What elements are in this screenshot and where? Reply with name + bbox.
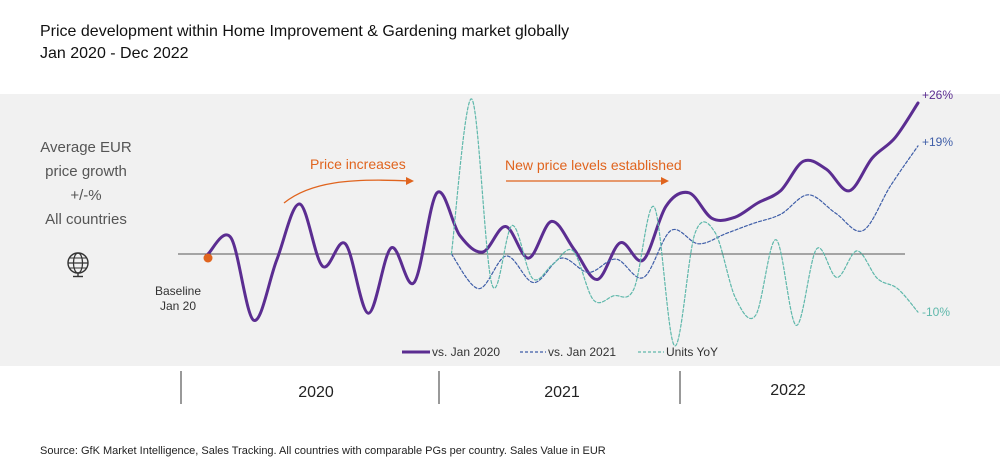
period-label-2021: 2021 (544, 384, 580, 401)
chart-title: Price development within Home Improvemen… (40, 21, 569, 65)
series-line-vs-jan-2021 (450, 145, 919, 290)
series-line-vs-jan-2020 (206, 101, 920, 322)
annotation-new-price-levels: New price levels established (505, 157, 682, 173)
annotation-arrowhead-price-increases (406, 177, 414, 185)
period-label-2020: 2020 (298, 384, 334, 401)
chart-title-line2: Jan 2020 - Dec 2022 (40, 45, 189, 62)
globe-icon (67, 252, 89, 278)
measure-label-line2: price growth (45, 163, 127, 180)
measure-label: Average EUR price growth +/-% All countr… (26, 136, 146, 232)
annotation-arrowhead-new-price-levels (661, 177, 669, 185)
baseline-label-line2: Jan 20 (160, 299, 196, 313)
legend-label-units-yoy: Units YoY (666, 345, 718, 359)
legend-label-vs-jan-2021: vs. Jan 2021 (548, 345, 616, 359)
annotation-price-increases: Price increases (310, 156, 406, 172)
source-note: Source: GfK Market Intelligence, Sales T… (40, 445, 606, 457)
measure-label-line3: +/-% (70, 187, 102, 204)
chart-title-line1: Price development within Home Improvemen… (40, 23, 570, 40)
series-end-label-vs-jan-2021: +19% (922, 135, 953, 149)
legend-label-vs-jan-2020: vs. Jan 2020 (432, 345, 500, 359)
baseline-label-line1: Baseline (155, 284, 201, 298)
annotation-arrow-price-increases (283, 179, 411, 204)
measure-label-line4: All countries (45, 211, 127, 228)
baseline-marker (203, 253, 213, 263)
chart-legend: vs. Jan 2020 vs. Jan 2021 Units YoY (402, 345, 718, 359)
series-end-label-units-yoy: -10% (922, 305, 950, 319)
measure-label-line1: Average EUR (40, 139, 132, 156)
series-line-units-yoy (450, 98, 919, 347)
period-label-2022: 2022 (770, 382, 806, 399)
series-end-label-vs-jan-2020: +26% (922, 88, 953, 102)
